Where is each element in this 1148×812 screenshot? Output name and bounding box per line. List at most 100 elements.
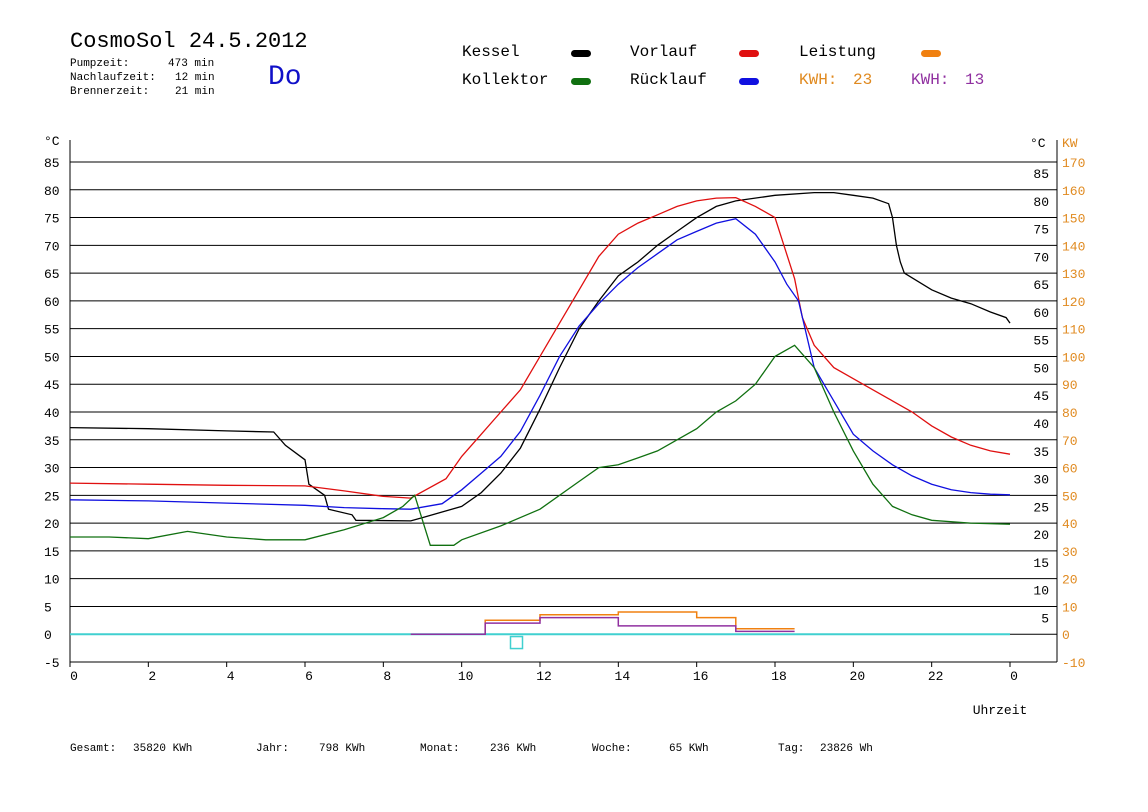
stat-nachlaufzeit-value: 12 min (175, 72, 215, 84)
y-right-c-tick-label: 30 (1033, 473, 1049, 488)
legend-kessel-label: Kessel (462, 43, 520, 61)
y-right-kw-tick-label: 20 (1062, 573, 1078, 588)
series-line-vorlauf (69, 196, 1011, 499)
y-right-c-tick-label: 25 (1033, 500, 1049, 515)
series-line-kollektor (70, 344, 1011, 546)
legend-vorlauf-swatch (739, 50, 759, 57)
stat-pumpzeit-value: 473 min (168, 58, 215, 70)
legend-ruecklauf-swatch (739, 78, 759, 85)
legend-ruecklauf-label: Rücklauf (630, 71, 707, 89)
y-right-c-tick-label: 70 (1033, 250, 1049, 265)
y-right-kw-tick-label: 150 (1062, 212, 1085, 227)
footer-jahr-label: Jahr: (256, 743, 290, 755)
y-right-kw-tick-label: 130 (1062, 267, 1085, 282)
y-right-c-tick-label: 10 (1033, 584, 1049, 599)
y-left-tick-label: 5 (44, 600, 52, 615)
x-tick-label: 10 (458, 669, 474, 684)
y-left-tick-label: -5 (44, 656, 60, 671)
y-right-c-tick-label: 5 (1041, 611, 1049, 626)
y-right-c-tick-label: 85 (1033, 167, 1049, 182)
y-right-kw-tick-label: 140 (1062, 239, 1085, 254)
y-left-tick-label: 15 (44, 545, 60, 560)
kwh-orange-label: KWH: (799, 71, 838, 89)
y-left-tick-label: 50 (44, 350, 60, 365)
y-left-tick-label: 60 (44, 295, 60, 310)
y-left-tick-label: 80 (44, 184, 60, 199)
y-right-kw-tick-label: 60 (1062, 462, 1078, 477)
y-right-c-tick-label: 75 (1033, 223, 1049, 238)
y-left-tick-label: 55 (44, 323, 60, 338)
power-line-kwh (410, 616, 795, 635)
y-right-c-tick-label: 65 (1033, 278, 1049, 293)
chart-title: CosmoSol 24.5.2012 (70, 29, 308, 54)
y-right-kw-tick-label: 160 (1062, 184, 1085, 199)
y-right-c-tick-label: 60 (1033, 306, 1049, 321)
stat-brennerzeit-label: Brennerzeit: (70, 86, 150, 98)
footer-woche-value: 65 KWh (669, 743, 709, 755)
y-right-kw-tick-label: -10 (1062, 656, 1085, 671)
stat-nachlaufzeit-label: Nachlaufzeit: (70, 72, 156, 84)
y-left-tick-label: 40 (44, 406, 60, 421)
x-tick-label: 2 (148, 669, 156, 684)
y-right-kw-tick-label: 0 (1062, 628, 1070, 643)
footer-tag-value: 23826 Wh (820, 743, 873, 755)
y-left-tick-label: 25 (44, 489, 60, 504)
y-right-kw-tick-label: 170 (1062, 156, 1085, 171)
legend-kollektor-label: Kollektor (462, 71, 549, 89)
y-right-kw-tick-label: 10 (1062, 600, 1078, 615)
footer-tag-label: Tag: (778, 743, 805, 755)
footer-gesamt-label: Gesamt: (70, 743, 117, 755)
x-tick-label: 16 (693, 669, 709, 684)
x-tick-label: 0 (1010, 669, 1018, 684)
y-right-kw-tick-label: 50 (1062, 489, 1078, 504)
y-left-tick-label: 0 (44, 628, 52, 643)
footer-monat-label: Monat: (420, 743, 460, 755)
y-right-c-unit-label: °C (1030, 136, 1046, 151)
y-right-c-tick-label: 40 (1033, 417, 1049, 432)
y-left-tick-label: 35 (44, 434, 60, 449)
y-left-tick-label: 30 (44, 462, 60, 477)
x-tick-label: 6 (305, 669, 313, 684)
y-right-kw-tick-label: 40 (1062, 517, 1078, 532)
legend-leistung-label: Leistung (799, 43, 876, 61)
legend-leistung-swatch (921, 50, 941, 57)
footer-monat-value: 236 KWh (490, 743, 537, 755)
stat-brennerzeit-value: 21 min (175, 86, 215, 98)
x-tick-label: 12 (536, 669, 552, 684)
footer-gesamt-value: 35820 KWh (133, 743, 193, 755)
y-right-kw-tick-label: 110 (1062, 323, 1085, 338)
y-right-c-tick-label: 35 (1033, 445, 1049, 460)
y-left-tick-label: 45 (44, 378, 60, 393)
y-right-c-tick-label: 45 (1033, 389, 1049, 404)
y-right-kw-tick-label: 80 (1062, 406, 1078, 421)
y-right-kw-tick-label: 90 (1062, 378, 1078, 393)
footer-jahr-value: 798 KWh (319, 743, 366, 755)
x-tick-label: 18 (771, 669, 787, 684)
y-left-tick-label: 10 (44, 573, 60, 588)
y-right-c-tick-label: 20 (1033, 528, 1049, 543)
y-right-c-tick-label: 15 (1033, 556, 1049, 571)
stat-pumpzeit-label: Pumpzeit: (70, 58, 130, 70)
y-left-unit-label: °C (44, 134, 60, 149)
y-right-c-tick-label: 55 (1033, 334, 1049, 349)
y-left-tick-label: 20 (44, 517, 60, 532)
weekday-label: Do (268, 62, 302, 93)
kwh-purple-value: 13 (965, 71, 985, 89)
y-right-c-tick-label: 50 (1033, 361, 1049, 376)
y-left-tick-label: 75 (44, 212, 60, 227)
y-left-tick-label: 70 (44, 239, 60, 254)
legend-kessel-swatch (571, 50, 591, 57)
series-line-rcklauf (69, 217, 1011, 510)
x-tick-label: 14 (615, 669, 631, 684)
legend-kollektor-swatch (571, 78, 591, 85)
x-tick-label: 20 (850, 669, 866, 684)
footer-woche-label: Woche: (592, 743, 632, 755)
x-tick-label: 0 (70, 669, 78, 684)
y-right-kw-unit-label: KW (1062, 136, 1078, 151)
y-left-tick-label: 65 (44, 267, 60, 282)
x-axis-title: Uhrzeit (973, 703, 1028, 718)
x-tick-label: 8 (383, 669, 391, 684)
x-tick-label: 4 (227, 669, 235, 684)
cursor-marker (509, 635, 524, 650)
